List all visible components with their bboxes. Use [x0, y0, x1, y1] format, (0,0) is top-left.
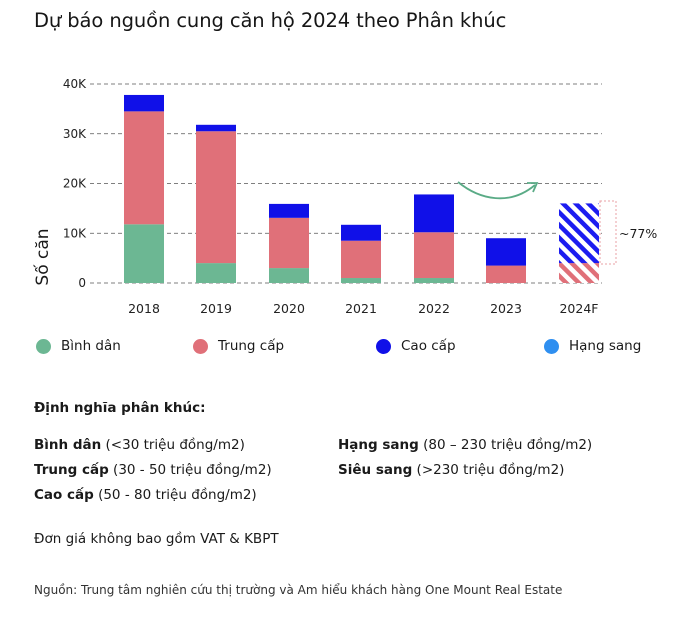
y-tick-label: 40K	[63, 77, 87, 91]
legend-item-binh-dan: Bình dân	[36, 338, 121, 354]
forecast-bar-lower	[559, 263, 599, 283]
definition-sieu-sang: Siêu sang (>230 triệu đồng/m2)	[338, 462, 565, 478]
x-tick-label: 2018	[128, 301, 160, 316]
bar-segment	[269, 268, 309, 283]
bar-segment	[124, 224, 164, 283]
trend-arrow	[457, 181, 536, 200]
bar-segment	[196, 263, 236, 283]
bar-segment	[414, 232, 454, 279]
legend-swatch-icon	[193, 338, 208, 354]
chart-title: Dự báo nguồn cung căn hộ 2024 theo Phân …	[34, 9, 507, 32]
legend-label: Bình dân	[61, 338, 121, 354]
definition-hang-sang: Hạng sang (80 – 230 triệu đồng/m2)	[338, 437, 593, 453]
trend-arrow-head	[527, 182, 539, 193]
source-note: Nguồn: Trung tâm nghiên cứu thị trường v…	[34, 583, 563, 597]
bar-segment	[341, 240, 381, 279]
stacked-bar-chart: 0 10K 20K 30K 40K 2018 2019 2020 2021 2022 2023 20…	[32, 77, 657, 316]
bar-segment	[486, 265, 526, 283]
forecast-bar-upper	[559, 203, 599, 264]
x-tick-label: 2021	[345, 301, 377, 316]
definitions-heading: Định nghĩa phân khúc:	[34, 400, 206, 416]
x-tick-label: 2022	[418, 301, 450, 316]
bar-segment	[414, 278, 454, 283]
y-tick-label: 0	[78, 276, 86, 290]
bar-segment	[269, 217, 309, 269]
bar-segment	[269, 203, 309, 218]
definition-trung-cap: Trung cấp (30 - 50 triệu đồng/m2)	[34, 462, 272, 478]
bar-segment	[196, 124, 236, 132]
bar-segment	[124, 111, 164, 225]
legend-swatch-icon	[36, 338, 51, 354]
forecast-annotation: ~77%	[619, 226, 657, 241]
bar-segment	[486, 238, 526, 266]
y-axis-label: Số căn	[32, 228, 53, 285]
bar-segment	[341, 224, 381, 241]
definition-binh-dan: Bình dân (<30 triệu đồng/m2)	[34, 437, 245, 453]
price-note: Đơn giá không bao gồm VAT & KBPT	[34, 531, 279, 547]
legend-item-hang-sang: Hạng sang	[544, 338, 641, 354]
legend-label: Cao cấp	[401, 338, 456, 354]
legend: Bình dân Trung cấp Cao cấp Hạng sang	[0, 338, 680, 360]
x-tick-label: 2020	[273, 301, 305, 316]
legend-item-cao-cap: Cao cấp	[376, 338, 456, 354]
x-tick-label: 2019	[200, 301, 232, 316]
bar-segment	[124, 94, 164, 112]
definition-cao-cap: Cao cấp (50 - 80 triệu đồng/m2)	[34, 487, 257, 503]
y-tick-label: 20K	[63, 177, 87, 191]
x-tick-label: 2023	[490, 301, 522, 316]
legend-label: Trung cấp	[218, 338, 285, 354]
legend-label: Hạng sang	[569, 338, 642, 354]
legend-swatch-icon	[544, 338, 559, 354]
legend-item-trung-cap: Trung cấp	[193, 338, 284, 354]
y-tick-label: 10K	[63, 226, 87, 240]
x-tick-label: 2024F	[559, 301, 598, 316]
y-tick-label: 30K	[63, 127, 87, 141]
definitions-block: Định nghĩa phân khúc:	[34, 400, 205, 433]
bar-segment	[196, 131, 236, 264]
legend-swatch-icon	[376, 338, 391, 354]
bar-segment	[414, 194, 454, 233]
forecast-bracket	[599, 200, 617, 265]
bar-segment	[341, 278, 381, 283]
